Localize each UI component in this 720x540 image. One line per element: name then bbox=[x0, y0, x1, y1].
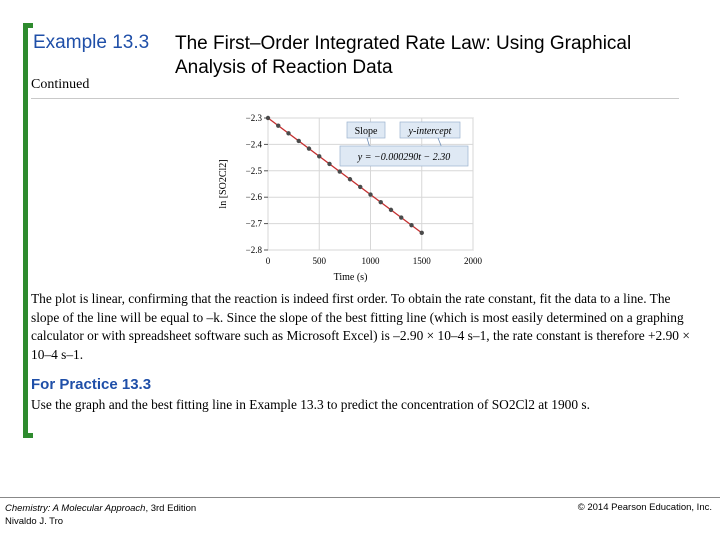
header-divider bbox=[31, 98, 679, 99]
equation-label: y = −0.000290t − 2.30 bbox=[357, 152, 450, 163]
data-point bbox=[358, 184, 363, 190]
example-number: Example 13.3 bbox=[33, 32, 150, 53]
fit-line bbox=[267, 117, 423, 234]
y-tick-label: −2.3 bbox=[246, 113, 263, 123]
data-point bbox=[368, 192, 373, 197]
example-title: The First–Order Integrated Rate Law: Usi… bbox=[175, 33, 632, 78]
data-point bbox=[265, 115, 271, 121]
explanation-paragraph: The plot is linear, confirming that the … bbox=[31, 291, 690, 362]
y-axis-label: ln [SO2Cl2] bbox=[218, 159, 229, 208]
footer-citation: Chemistry: A Molecular Approach, 3rd Edi… bbox=[5, 502, 196, 528]
edition: , 3rd Edition bbox=[145, 503, 197, 514]
data-point bbox=[337, 169, 342, 174]
x-axis-label: Time (s) bbox=[334, 272, 368, 283]
book-title: Chemistry: A Molecular Approach bbox=[5, 503, 146, 514]
continued-label: Continued bbox=[31, 77, 90, 92]
y-tick-label: −2.8 bbox=[246, 245, 263, 255]
data-point bbox=[286, 131, 291, 136]
x-tick-label: 0 bbox=[266, 256, 271, 266]
intercept-label: y-intercept bbox=[408, 126, 452, 137]
y-tick-label: −2.5 bbox=[246, 166, 263, 176]
data-point bbox=[306, 146, 312, 151]
green-bracket bbox=[23, 23, 28, 438]
intercept-callout-box bbox=[399, 121, 461, 139]
slope-label: Slope bbox=[355, 126, 378, 137]
data-point bbox=[296, 138, 301, 144]
y-tick-label: −2.7 bbox=[246, 219, 263, 229]
x-tick-label: 1000 bbox=[362, 256, 381, 266]
green-bracket-bottom bbox=[23, 433, 33, 438]
data-point bbox=[276, 123, 281, 128]
green-bracket-top bbox=[23, 23, 33, 28]
data-point bbox=[347, 177, 353, 182]
data-point bbox=[399, 215, 404, 220]
data-point bbox=[327, 161, 332, 167]
equation-box bbox=[339, 145, 469, 167]
data-point bbox=[388, 207, 394, 213]
data-point bbox=[419, 230, 424, 236]
footer-divider bbox=[0, 497, 720, 498]
y-tick-label: −2.6 bbox=[246, 192, 263, 202]
copyright: © 2014 Pearson Education, Inc. bbox=[577, 502, 712, 513]
x-tick-label: 500 bbox=[313, 256, 327, 266]
slope-callout-box bbox=[346, 121, 386, 139]
chart-svg: 0 500 1000 1500 2000 −2.3 −2.4 −2.5 −2.6 −2.7 −2.8… bbox=[218, 113, 483, 283]
data-point bbox=[378, 200, 383, 205]
y-tick-label: −2.4 bbox=[246, 139, 263, 149]
practice-heading: For Practice 13.3 bbox=[31, 376, 152, 393]
data-point bbox=[317, 154, 322, 159]
practice-text: Use the graph and the best fitting line … bbox=[31, 397, 590, 412]
rate-law-chart: 0 500 1000 1500 2000 −2.3 −2.4 −2.5 −2.6 −2.7 −2.8… bbox=[210, 105, 500, 287]
x-tick-label: 1500 bbox=[413, 256, 432, 266]
author: Nivaldo J. Tro bbox=[5, 516, 64, 527]
data-point bbox=[409, 222, 414, 228]
x-tick-label: 2000 bbox=[464, 256, 483, 266]
